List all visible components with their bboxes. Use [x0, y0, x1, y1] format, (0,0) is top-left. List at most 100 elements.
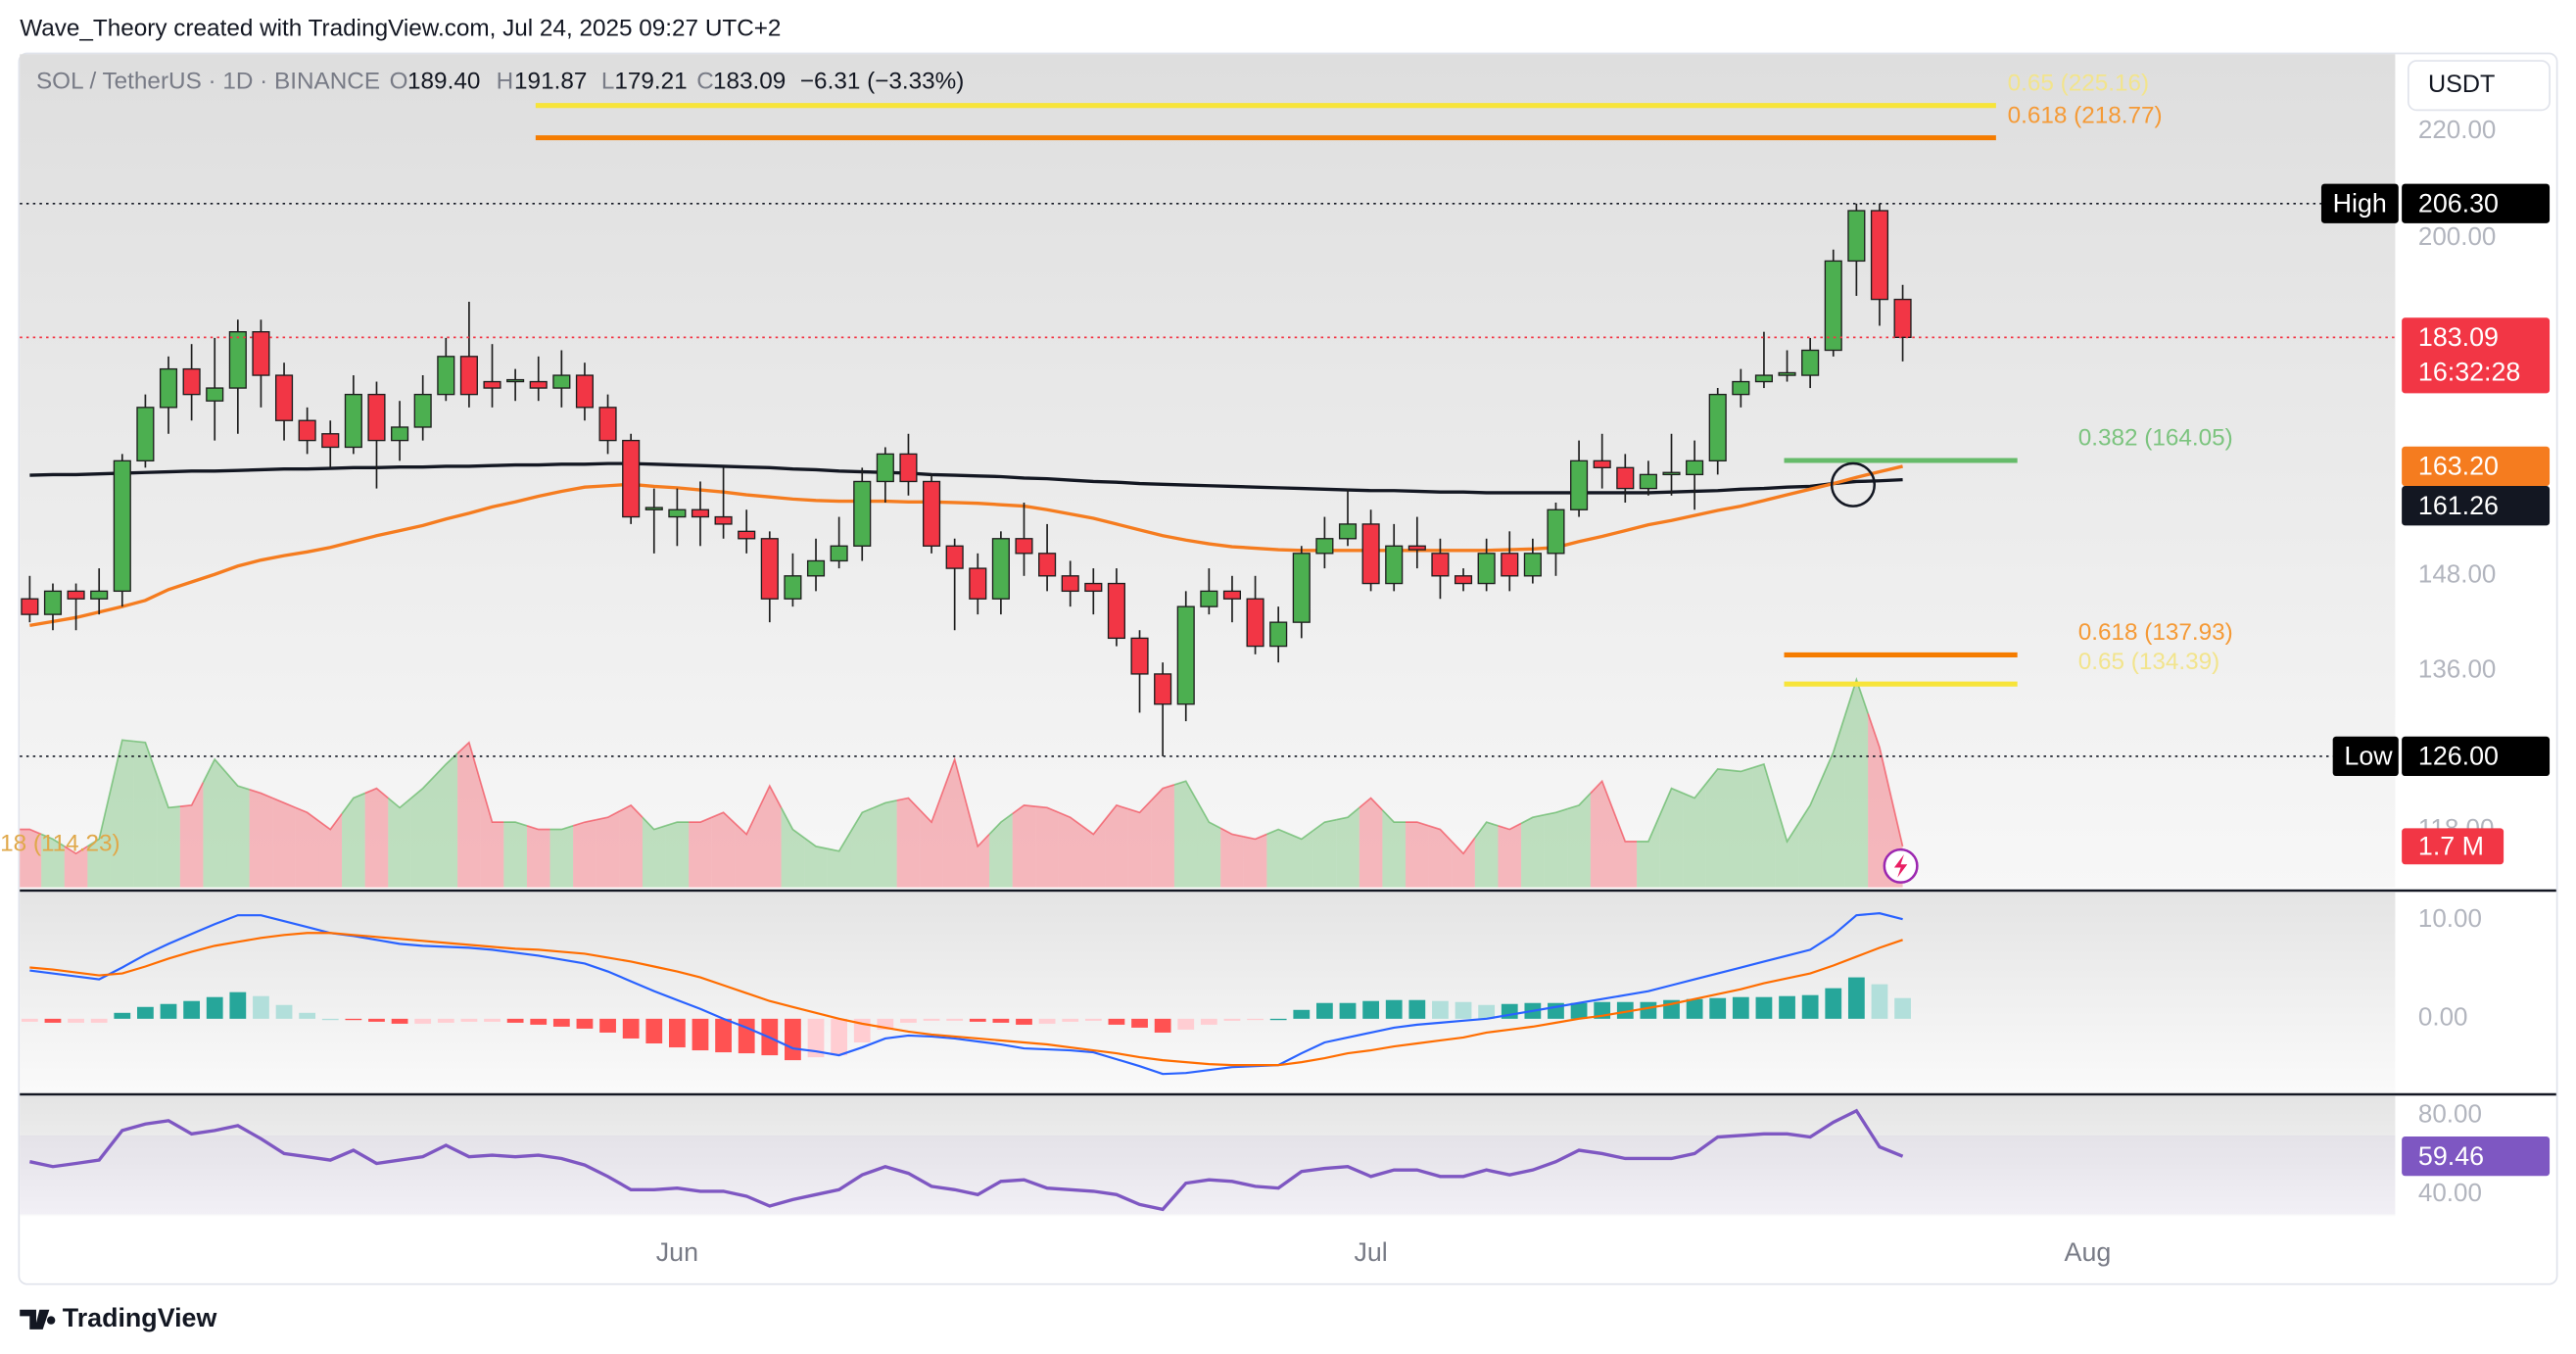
candle-body	[1662, 471, 1681, 476]
volume-edge	[896, 797, 921, 811]
volume-edge	[1104, 803, 1128, 821]
volume-area	[457, 742, 481, 888]
macd-histogram-bar	[923, 1018, 940, 1021]
volume-area	[1428, 825, 1453, 888]
alert-bolt	[1893, 854, 1908, 878]
macd-histogram-bar	[229, 991, 247, 1019]
volume-edge	[711, 811, 736, 824]
volume-area	[503, 822, 527, 888]
candle-body	[1154, 673, 1172, 705]
last-price-box	[2402, 317, 2551, 394]
low-value-box	[2402, 736, 2551, 777]
macd-histogram-bar	[1801, 994, 1819, 1019]
low-name: Low	[2344, 742, 2393, 771]
macd-histogram-bar	[831, 1018, 848, 1056]
volume-area	[665, 822, 690, 888]
candle-body	[298, 419, 316, 442]
header: Wave_Theory created with TradingView.com…	[20, 16, 781, 42]
candle-body	[1847, 210, 1866, 263]
macd-histogram-bar	[183, 1000, 201, 1019]
currency-button[interactable]	[2408, 60, 2551, 112]
candle-body	[1593, 459, 1611, 469]
volume-area	[272, 798, 296, 888]
volume-edge	[1774, 802, 1800, 844]
macd-histogram-bar	[992, 1018, 1010, 1023]
high-value: 206.30	[2418, 189, 2499, 218]
volume-edge	[156, 774, 180, 809]
volume-area	[179, 782, 204, 888]
volume-edge	[1266, 828, 1291, 836]
volume-area	[1081, 819, 1106, 888]
macd-histogram-bar	[900, 1018, 917, 1023]
macd-histogram-bar	[1269, 1018, 1287, 1021]
volume-area	[966, 802, 990, 888]
volume-area	[1359, 798, 1383, 888]
volume-area	[1637, 814, 1660, 888]
volume-area	[1498, 823, 1522, 888]
volume-edge	[1682, 783, 1707, 799]
candle-body	[969, 567, 987, 600]
fib-label: 0.382 (164.05)	[2078, 425, 2233, 452]
volume-area	[1127, 799, 1152, 888]
volume-edge	[364, 787, 389, 799]
volume-edge	[202, 757, 227, 783]
volume-edge	[1867, 712, 1892, 798]
macd-histogram-bar	[275, 1004, 293, 1019]
volume-edge	[1336, 806, 1360, 821]
macd-histogram-bar	[368, 1018, 385, 1022]
macd-histogram-bar	[253, 995, 269, 1019]
volume-edge	[988, 812, 1014, 836]
volume-edge	[1219, 827, 1244, 838]
volume-edge	[1428, 825, 1453, 843]
candle-body	[1454, 575, 1473, 585]
candle-body	[691, 508, 710, 518]
candle-body	[1870, 210, 1889, 301]
fib-label: 0.65 (225.16)	[2008, 70, 2150, 96]
volume-area	[87, 789, 111, 888]
macd-histogram-bar	[1362, 1000, 1379, 1019]
candle-body	[1732, 380, 1750, 396]
legend-value: 189.40	[407, 68, 480, 94]
macd-histogram-bar	[68, 1018, 84, 1023]
candle-body	[668, 508, 687, 518]
volume-area	[410, 776, 435, 888]
volume-edge	[618, 803, 644, 818]
footer-logo	[20, 1309, 56, 1330]
y-tick-label: 220.00	[2418, 115, 2496, 144]
candle-body	[506, 378, 525, 383]
macd-histogram-bar	[391, 1018, 408, 1024]
candle-body	[1200, 590, 1218, 607]
volume-area	[1289, 830, 1313, 888]
volume-area	[781, 807, 805, 888]
macd-line	[29, 932, 1903, 1067]
candle-body	[1801, 349, 1820, 376]
volume-edge	[803, 837, 828, 850]
candle-body	[598, 407, 617, 442]
macd-histogram-bar	[622, 1018, 640, 1039]
symbol: SOL / TetherUS · 1D · BINANCE	[36, 68, 380, 94]
candle-body	[1361, 523, 1380, 585]
ma-label-box	[2402, 446, 2551, 487]
macd-histogram-bar	[114, 1012, 131, 1019]
macd-histogram-bar	[299, 1012, 316, 1019]
volume-edge	[642, 816, 666, 831]
candle-body	[529, 380, 548, 389]
volume-edge	[1889, 797, 1904, 846]
candle-body	[136, 407, 155, 462]
candle-body	[67, 590, 85, 600]
footer: TradingView	[63, 1303, 217, 1332]
macd-histogram-bar	[460, 1018, 478, 1022]
candle-body	[806, 559, 826, 577]
volume-edge	[1612, 810, 1638, 843]
macd-histogram-bar	[692, 1018, 709, 1051]
candle-body	[575, 374, 595, 409]
x-tick-label: Jun	[656, 1237, 698, 1267]
volume-area	[1173, 781, 1198, 888]
volume-area	[342, 793, 365, 888]
volume-area	[110, 740, 134, 888]
currency[interactable]: USDT	[2428, 71, 2495, 98]
volume-area	[896, 798, 921, 888]
volume-edge	[1173, 780, 1199, 802]
candle-body	[1385, 545, 1404, 585]
